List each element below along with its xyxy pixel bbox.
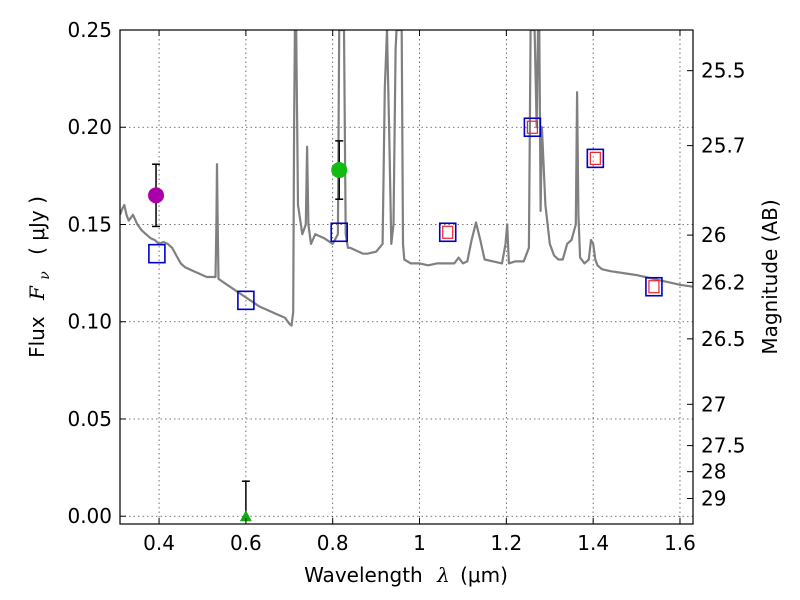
y2-tick-label: 25.5 <box>701 59 746 83</box>
y-tick-label: 0.00 <box>67 504 112 528</box>
photometry-box-marker <box>237 290 255 311</box>
y2-tick-label: 27.5 <box>701 434 746 458</box>
axis-layer: 0.4 0.6 0.8 1 1.2 1.4 1.6 0.00 0.05 0.10 0.15 0.20 0… <box>67 18 745 555</box>
spectrum-line <box>120 30 693 327</box>
plot-frame <box>119 29 694 525</box>
y2-tick-label: 27 <box>701 392 726 416</box>
x-tick-label: 1.6 <box>664 531 696 555</box>
y-tick-label: 0.05 <box>67 407 112 431</box>
y-tick-label: 0.20 <box>67 115 112 139</box>
y-tick-label: 0.25 <box>67 18 112 42</box>
x-tick-label: 1 <box>413 531 426 555</box>
photometry-box-marker <box>523 117 542 138</box>
spectrum-layer <box>120 30 693 327</box>
photometry-box-marker <box>438 222 457 243</box>
y-tick-label: 0.15 <box>67 212 112 236</box>
photometry-box-marker <box>645 276 663 297</box>
y-tick-label: 0.10 <box>67 310 112 334</box>
y2-tick-label: 26.5 <box>701 327 746 351</box>
x-tick-label: 0.8 <box>317 531 349 555</box>
y-axis-label: Flux F ν ( μJy ) <box>25 196 54 358</box>
model-point-marker <box>589 151 601 165</box>
detection-point <box>148 187 165 204</box>
detection-point <box>331 162 348 179</box>
y2-axis-label: Magnitude (AB) <box>758 199 782 354</box>
y2-tick-label: 26.2 <box>701 270 746 294</box>
model-point-marker <box>648 280 660 294</box>
x-axis-label: Wavelength λ (μm) <box>304 563 508 587</box>
y2-tick-label: 29 <box>701 486 726 510</box>
x-tick-label: 0.6 <box>230 531 262 555</box>
x-tick-label: 1.4 <box>577 531 609 555</box>
y2-tick-label: 26 <box>701 223 726 247</box>
marker-layer <box>148 117 663 522</box>
photometry-box-marker <box>586 148 605 169</box>
photometry-box-marker <box>330 222 349 243</box>
x-tick-label: 0.4 <box>143 531 175 555</box>
y2-tick-label: 25.7 <box>701 134 746 158</box>
upper-limit-point <box>239 510 252 522</box>
model-point-marker <box>526 120 538 134</box>
y2-tick-label: 28 <box>701 460 726 484</box>
photometry-box-marker <box>148 243 166 264</box>
x-tick-label: 1.2 <box>490 531 522 555</box>
model-point-marker <box>442 225 454 239</box>
